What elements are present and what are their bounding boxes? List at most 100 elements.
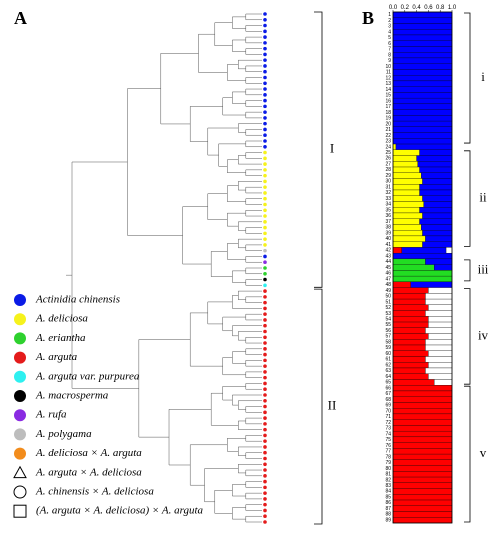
branch — [245, 48, 262, 55]
branch — [218, 143, 246, 167]
bar-segment — [422, 241, 453, 248]
bar-segment — [419, 207, 453, 214]
sample-label: 60 — [385, 351, 391, 357]
branch — [245, 198, 262, 205]
branch — [245, 481, 262, 488]
branch — [238, 238, 262, 249]
branch — [245, 152, 262, 159]
bar-segment — [392, 379, 435, 386]
bar-segment — [392, 425, 453, 432]
bar-segment — [392, 385, 453, 392]
legend-label: A. rufa — [35, 409, 67, 421]
bar-segment — [392, 298, 426, 305]
bar-segment — [419, 218, 453, 225]
marker — [263, 381, 267, 386]
marker — [263, 58, 267, 62]
bar-segment — [392, 356, 426, 363]
bar-segment — [392, 402, 453, 409]
sample-label: 16 — [385, 98, 391, 104]
bar-segment — [392, 218, 420, 225]
bar-segment — [428, 304, 453, 311]
branch — [245, 383, 262, 390]
group-bracket — [464, 150, 471, 247]
bar-segment — [392, 97, 453, 105]
bar-segment — [419, 189, 453, 196]
branch — [232, 270, 246, 283]
x-tick-label: 0.8 — [436, 5, 445, 11]
marker — [263, 81, 267, 86]
branch — [245, 88, 262, 96]
marker — [263, 433, 267, 438]
bar-segment — [392, 511, 453, 518]
marker — [263, 468, 267, 472]
marker — [263, 502, 267, 507]
branch — [189, 444, 228, 486]
branch — [238, 331, 262, 341]
sample-label: 30 — [385, 179, 391, 185]
marker — [263, 87, 267, 91]
marker — [263, 306, 267, 311]
branch — [222, 386, 246, 401]
marker — [263, 387, 267, 392]
bar-segment — [392, 132, 453, 139]
branch — [214, 490, 233, 514]
group-bracket — [464, 259, 471, 282]
sample-label: 83 — [385, 483, 391, 489]
sample-label: 19 — [385, 116, 391, 122]
sample-label: 44 — [385, 259, 391, 265]
sample-label: 78 — [385, 454, 391, 460]
bar-segment — [417, 161, 453, 168]
marker — [263, 208, 267, 213]
marker — [263, 41, 267, 45]
bar-segment — [392, 75, 453, 82]
branch — [210, 251, 233, 277]
legend-label: A. chinensis × A. deliciosa — [35, 486, 154, 498]
marker — [263, 202, 267, 207]
branch — [232, 507, 246, 520]
marker — [14, 351, 26, 364]
bar-segment — [392, 396, 453, 403]
marker — [263, 335, 267, 340]
branch — [245, 256, 262, 263]
sample-label: 39 — [385, 230, 391, 236]
branch — [232, 351, 246, 364]
bar-segment — [392, 465, 453, 472]
bar-segment — [392, 86, 453, 93]
branch — [245, 469, 262, 477]
branch — [245, 36, 262, 44]
sample-label: 70 — [385, 408, 391, 414]
bar-segment — [410, 281, 453, 288]
x-tick-label: 0.6 — [424, 5, 433, 11]
branch — [245, 515, 262, 523]
bar-segment — [392, 264, 435, 271]
sample-label: 18 — [385, 110, 391, 116]
bar-segment — [392, 505, 453, 512]
bar-segment — [428, 321, 453, 328]
marker — [263, 289, 267, 293]
marker — [263, 358, 267, 363]
branch — [245, 296, 262, 303]
structure-plot: 0.0 0.2 0.4 0.6 0.8 1.01234567891011121314151… — [385, 5, 488, 523]
marker — [263, 508, 267, 513]
bar-segment — [425, 258, 453, 265]
bar-segment — [419, 166, 453, 173]
bar-segment — [392, 195, 423, 202]
bar-segment — [392, 333, 429, 340]
bar-segment — [392, 310, 426, 317]
branch — [238, 290, 262, 300]
marker — [263, 485, 267, 490]
bar-segment — [425, 327, 453, 334]
sample-label: 59 — [385, 345, 391, 351]
marker — [263, 283, 267, 288]
branch — [232, 39, 246, 52]
branch — [168, 409, 212, 466]
branch — [245, 267, 262, 275]
marker — [263, 462, 267, 467]
sample-label: 76 — [385, 443, 391, 449]
marker — [263, 69, 267, 74]
bar-segment — [392, 344, 426, 351]
branch — [238, 155, 262, 165]
bar-segment — [392, 178, 423, 185]
marker — [263, 17, 267, 22]
